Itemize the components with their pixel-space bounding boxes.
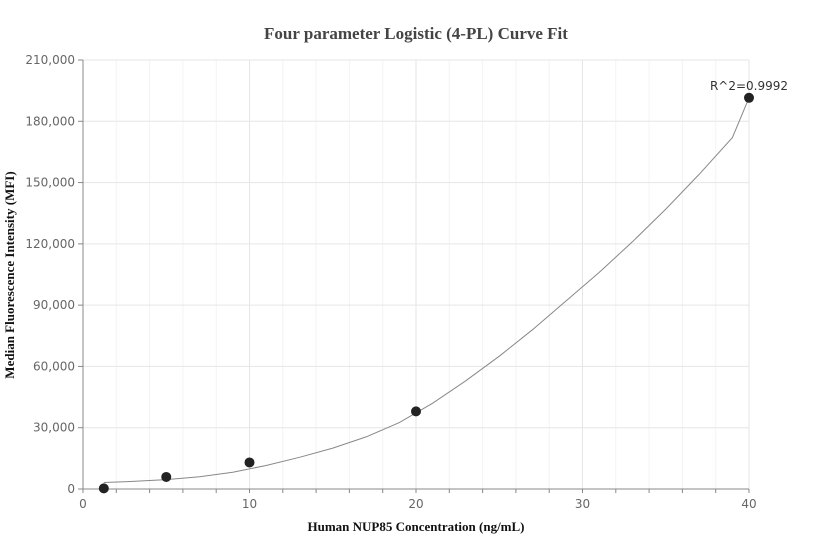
x-tick-label: 30 (575, 497, 590, 511)
x-tick-label: 0 (79, 497, 87, 511)
x-tick-label: 10 (242, 497, 257, 511)
data-point (161, 471, 172, 482)
x-tick-label: 20 (408, 497, 423, 511)
y-tick-label: 0 (67, 482, 75, 496)
y-tick-label: 120,000 (25, 237, 75, 251)
fit-curve (103, 97, 750, 483)
data-points (98, 92, 754, 494)
y-tick-label: 180,000 (25, 114, 75, 128)
y-axis-label: Median Fluorescence Intensity (MFI) (2, 171, 17, 378)
y-tick-label: 210,000 (25, 53, 75, 67)
data-point (744, 92, 754, 103)
y-ticks: 0 30,000 60,000 90,000 120,000 150,000 180,000… (25, 53, 83, 496)
y-tick-label: 60,000 (33, 359, 75, 373)
y-tick-label: 90,000 (33, 298, 75, 312)
data-point (411, 406, 421, 417)
x-ticks: 0 10 20 30 40 (79, 489, 757, 511)
x-tick-label: 40 (741, 497, 756, 511)
y-tick-label: 150,000 (25, 176, 75, 190)
grid-lines (83, 59, 750, 489)
r-squared-annotation: R^2=0.9992 (710, 79, 788, 93)
chart-title: Four parameter Logistic (4-PL) Curve Fit (264, 24, 568, 43)
data-point (244, 457, 255, 468)
y-tick-label: 30,000 (33, 421, 75, 435)
data-point (98, 483, 109, 494)
x-axis-label: Human NUP85 Concentration (ng/mL) (307, 519, 524, 534)
